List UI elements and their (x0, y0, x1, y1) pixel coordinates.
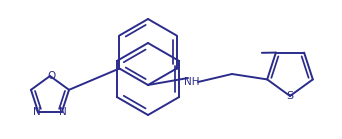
Text: S: S (287, 91, 293, 101)
Text: N: N (59, 107, 67, 117)
Text: O: O (47, 71, 55, 81)
Text: N: N (34, 107, 41, 117)
Text: NH: NH (184, 77, 200, 87)
